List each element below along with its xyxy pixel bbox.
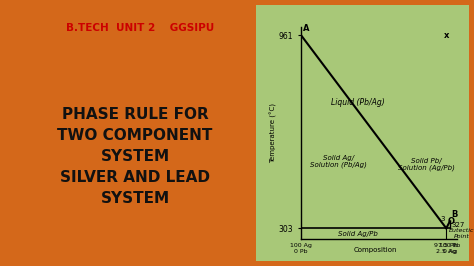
Text: B: B [451, 210, 458, 219]
Y-axis label: Temperature (°C): Temperature (°C) [270, 103, 277, 163]
Text: A: A [302, 24, 309, 33]
Text: Solid Ag/
Solution (Pb/Ag): Solid Ag/ Solution (Pb/Ag) [310, 155, 367, 168]
Text: Composition: Composition [354, 247, 397, 253]
Text: 100 Pb
0 Ag: 100 Pb 0 Ag [439, 243, 461, 254]
Text: Eutectic
Point: Eutectic Point [449, 228, 474, 239]
Text: 3: 3 [440, 217, 445, 222]
Text: Liquid (Pb/Ag): Liquid (Pb/Ag) [331, 98, 384, 107]
Text: B.TECH  UNIT 2    GGSIPU: B.TECH UNIT 2 GGSIPU [66, 23, 214, 33]
Text: Solid Ag/Pb: Solid Ag/Pb [337, 231, 377, 236]
Text: Solid Pb/
Solution (Ag/Pb): Solid Pb/ Solution (Ag/Pb) [398, 158, 455, 171]
Text: 97.5 Pb
2.5 Ag: 97.5 Pb 2.5 Ag [435, 243, 458, 254]
Text: O: O [448, 218, 455, 226]
Text: x: x [444, 31, 449, 40]
FancyBboxPatch shape [252, 0, 474, 266]
Text: PHASE RULE FOR
TWO COMPONENT
SYSTEM
SILVER AND LEAD
SYSTEM: PHASE RULE FOR TWO COMPONENT SYSTEM SILV… [57, 107, 213, 206]
Text: 327: 327 [451, 222, 465, 228]
Text: 100 Ag
0 Pb: 100 Ag 0 Pb [290, 243, 312, 254]
